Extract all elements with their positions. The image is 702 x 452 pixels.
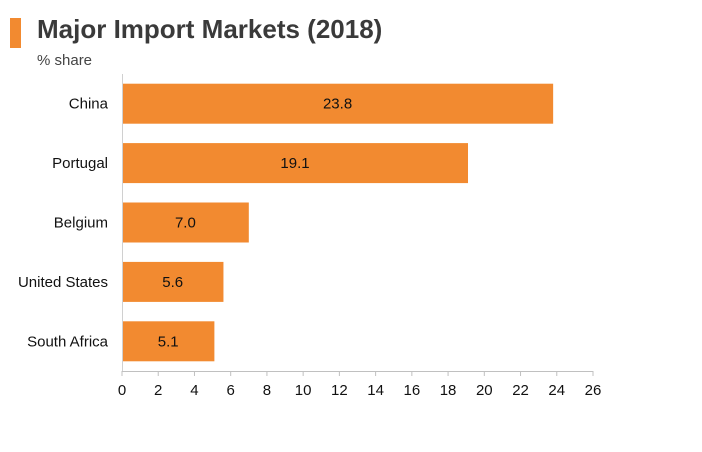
bar-belgium (122, 202, 249, 243)
data-label-united-states: 5.6 (162, 274, 183, 291)
x-tick-label: 10 (295, 382, 312, 399)
data-label-belgium: 7.0 (175, 215, 196, 232)
bar-south-africa (122, 321, 215, 362)
title-accent-bar (10, 18, 21, 48)
bars-group: 23.8 19.1 7.0 5.6 5.1 (122, 83, 554, 362)
category-label-south-africa: South Africa (27, 333, 109, 350)
x-tick-label: 14 (367, 382, 384, 399)
x-tick-label: 22 (512, 382, 529, 399)
axes-group: 0 2 4 6 8 10 12 14 16 18 20 22 24 26 (118, 74, 602, 399)
x-tick-label: 0 (118, 382, 126, 399)
bar-china (122, 83, 554, 124)
category-label-china: China (69, 96, 109, 113)
x-tick-label: 20 (476, 382, 493, 399)
x-tick-label: 6 (227, 382, 235, 399)
bar-portugal (122, 143, 469, 184)
x-tick-label: 4 (190, 382, 198, 399)
category-label-portugal: Portugal (52, 155, 108, 172)
category-labels-group: China Portugal Belgium United States South A… (18, 96, 109, 351)
x-tick-label: 8 (263, 382, 271, 399)
data-label-portugal: 19.1 (280, 155, 309, 172)
bar-united-states (122, 261, 224, 302)
x-tick-label: 24 (548, 382, 565, 399)
chart-subtitle: % share (37, 52, 93, 69)
x-tick-label: 26 (585, 382, 602, 399)
x-tick-label: 18 (440, 382, 457, 399)
data-label-china: 23.8 (323, 96, 352, 113)
x-tick-label: 16 (404, 382, 421, 399)
chart-title: Major Import Markets (2018) (37, 14, 383, 44)
x-tick-label: 2 (154, 382, 162, 399)
category-label-belgium: Belgium (54, 215, 108, 232)
x-tick-label: 12 (331, 382, 348, 399)
category-label-united-states: United States (18, 274, 108, 291)
data-label-south-africa: 5.1 (158, 333, 179, 350)
